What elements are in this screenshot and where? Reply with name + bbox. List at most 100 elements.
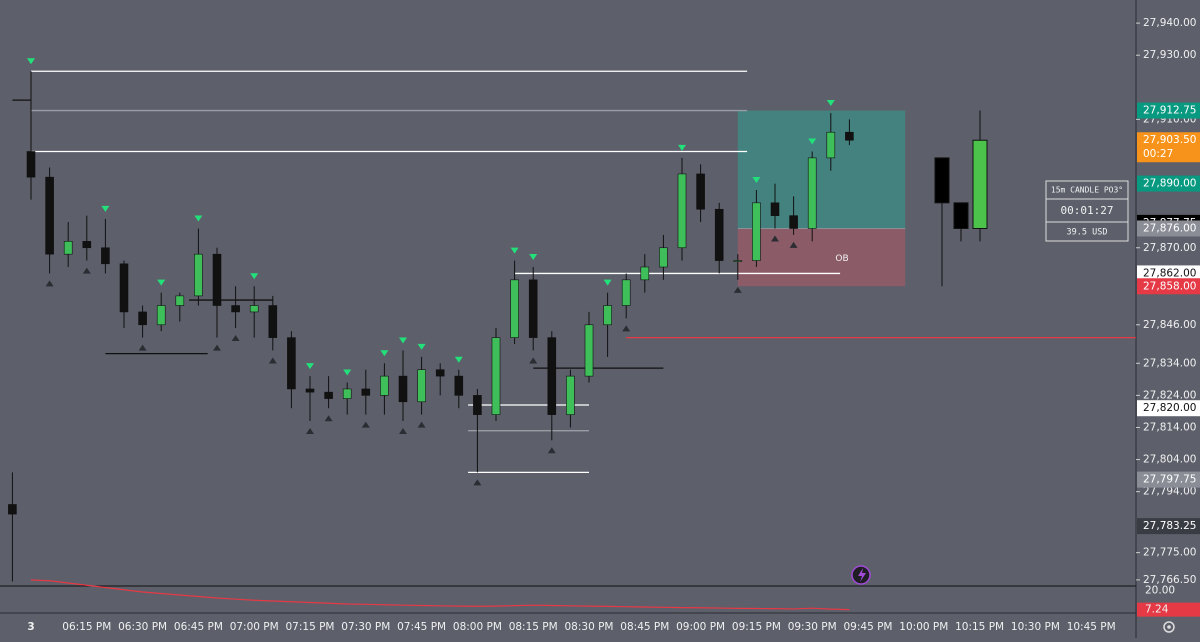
candle-body: [621, 279, 631, 306]
candle-body: [175, 295, 185, 306]
candle-body: [454, 375, 464, 396]
candle-body: [380, 375, 389, 396]
y-tick-label: 27,870.00: [1143, 242, 1196, 254]
candle-body: [566, 375, 575, 415]
y-tick-label: 27,834.00: [1143, 357, 1196, 369]
price-badge-label: 27,890.00: [1143, 178, 1196, 190]
info-timer: 00:01:27: [1061, 204, 1114, 217]
candle-body: [156, 305, 166, 326]
price-badge-label: 27,783.25: [1143, 520, 1196, 532]
candle-body: [770, 202, 780, 216]
x-tick-label: 06:15 PM: [62, 621, 111, 633]
swing-high-marker: [826, 99, 835, 106]
x-tick-label: 08:00 PM: [453, 621, 502, 633]
swing-high-marker: [250, 273, 259, 280]
candle-body: [714, 208, 724, 261]
x-tick-label: 10:30 PM: [1011, 621, 1060, 633]
candle-body: [491, 337, 501, 415]
price-badge-label: 27,912.75: [1143, 105, 1196, 117]
indicator-badge: [1137, 602, 1200, 617]
candle-body: [101, 247, 110, 265]
swing-high-marker: [678, 144, 686, 151]
price-badge: [1137, 278, 1200, 295]
x-tick-label: 10:15 PM: [955, 621, 1004, 633]
x-tick-label: 09:45 PM: [844, 621, 893, 633]
candle-body: [677, 173, 687, 249]
settings-icon[interactable]: [1163, 621, 1175, 633]
candle-body: [473, 395, 482, 415]
candle-body: [212, 253, 222, 306]
candle-body: [231, 305, 240, 313]
price-badge: [1137, 265, 1200, 282]
htf-body: [972, 139, 988, 229]
y-tick-label: 27,775.00: [1143, 547, 1196, 559]
candle-body: [640, 266, 650, 281]
candle-body: [268, 305, 278, 338]
candle-body: [287, 337, 296, 390]
x-tick-label: 07:30 PM: [341, 621, 390, 633]
y-tick-label: 27,814.00: [1143, 421, 1196, 433]
price-badge-label: 27,903.50: [1143, 134, 1196, 146]
candle-body: [752, 202, 761, 261]
y-tick-label: 27,794.00: [1143, 486, 1196, 498]
price-badge: [1137, 132, 1200, 163]
swing-high-marker: [343, 369, 352, 376]
x-tick-label: 06:30 PM: [118, 621, 167, 633]
y-tick-label: 27,846.00: [1143, 319, 1196, 331]
candle-body: [845, 131, 854, 141]
position-target-zone: [737, 110, 906, 229]
swing-high-marker: [306, 363, 314, 370]
x-tick-label: 06:45 PM: [174, 621, 223, 633]
swing-low-marker: [529, 357, 538, 364]
y-tick-label: 27,804.00: [1143, 454, 1196, 466]
x-tick-label: 07:15 PM: [286, 621, 335, 633]
swing-low-marker: [45, 280, 54, 287]
swing-high-marker: [808, 138, 817, 145]
swing-low-marker: [771, 235, 779, 242]
price-badge: [1137, 518, 1200, 535]
info-range: 39.5 USD: [1067, 228, 1108, 238]
swing-high-marker: [380, 350, 389, 357]
candle-body: [807, 157, 817, 229]
x-tick-label: 3: [27, 621, 34, 633]
price-badge-label: 27,862.00: [1143, 267, 1196, 279]
candle-body: [194, 253, 203, 297]
candle-body: [119, 263, 129, 313]
candle-body: [249, 305, 259, 313]
candle-body: [733, 260, 743, 262]
price-badge-label: 27,820.00: [1143, 402, 1196, 414]
candle-body: [603, 305, 612, 326]
info-box: [1045, 180, 1129, 242]
candle-body: [138, 311, 147, 326]
price-badge: [1137, 400, 1200, 417]
candle-body: [8, 504, 17, 515]
candle-body: [398, 375, 408, 403]
candle-body: [26, 151, 36, 178]
x-tick-label: 07:00 PM: [230, 621, 279, 633]
candle-body: [45, 176, 54, 255]
price-badge-label: 27,797.75: [1143, 474, 1196, 486]
swing-high-marker: [417, 343, 426, 350]
y-tick-label: 27,766.50: [1143, 574, 1196, 586]
ob-label: OB: [835, 254, 848, 264]
x-tick-label: 08:30 PM: [565, 621, 614, 633]
swing-low-marker: [789, 241, 798, 248]
candle-body: [528, 279, 538, 338]
info-title: 15m CANDLE PO3°: [1051, 186, 1123, 195]
swing-high-marker: [510, 247, 519, 254]
x-tick-label: 09:00 PM: [676, 621, 725, 633]
x-tick-label: 10:45 PM: [1067, 621, 1116, 633]
replay-icon[interactable]: [851, 565, 871, 585]
candle-body: [696, 173, 705, 210]
candle-body: [417, 369, 426, 403]
price-badge-label: 27,858.00: [1143, 280, 1196, 292]
candle-body: [547, 337, 557, 415]
swing-high-marker: [603, 279, 612, 286]
x-tick-label: 08:15 PM: [509, 621, 558, 633]
position-stop-zone: [737, 228, 906, 287]
candle-body: [82, 241, 92, 249]
swing-low-marker: [473, 479, 482, 486]
swing-high-marker: [194, 215, 203, 222]
price-countdown: 00:27: [1143, 148, 1173, 160]
